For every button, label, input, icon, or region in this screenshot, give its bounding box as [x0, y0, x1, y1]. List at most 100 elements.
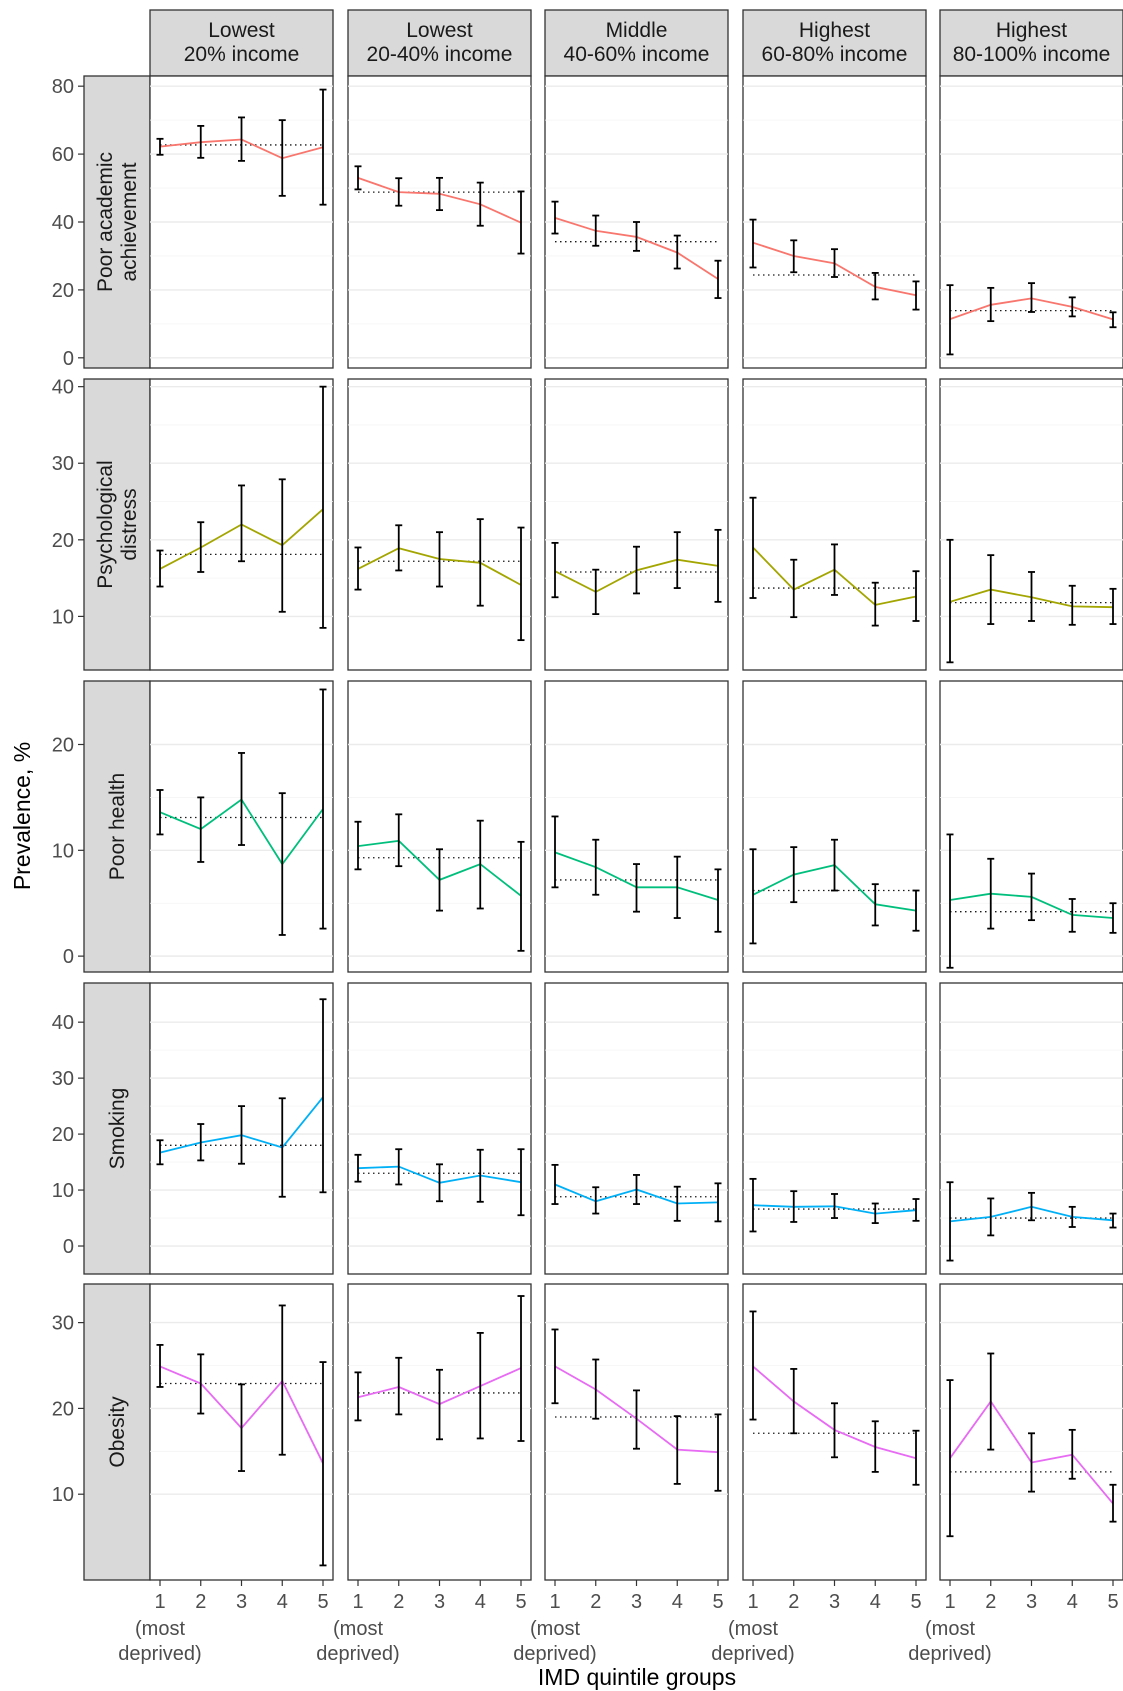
row-strip-1 [83, 75, 151, 369]
column-strip-label: 60-80% income [762, 43, 908, 66]
y-tick-label: 10 [52, 1180, 74, 1202]
error-bar [319, 1361, 327, 1567]
x-tick-label: 4 [1067, 1591, 1078, 1613]
row-strip-label: Poor health [106, 773, 129, 880]
x-tick-label: 5 [317, 1591, 328, 1613]
panel-r5-c5 [939, 1283, 1123, 1581]
x-sublabel-line1: (most [135, 1618, 185, 1640]
column-strip-label: Highest [996, 19, 1067, 42]
error-bar [790, 846, 798, 904]
error-bar [476, 181, 484, 227]
error-bar [1028, 1432, 1035, 1493]
panel-r1-c1 [149, 75, 334, 369]
error-bar [871, 1202, 879, 1224]
y-tick-label: 0 [63, 1236, 74, 1258]
column-strip-5 [939, 9, 1123, 77]
x-tick-label: 3 [434, 1591, 445, 1613]
x-sublabel-line2: deprived) [513, 1643, 596, 1665]
column-strip-label: 20% income [184, 43, 300, 66]
panel-background [347, 982, 532, 1275]
error-bar [551, 200, 559, 235]
error-bar [1068, 584, 1076, 626]
error-bar [831, 543, 838, 596]
error-bar [673, 531, 681, 589]
panel-r5-c2 [347, 1283, 532, 1581]
error-bar [673, 234, 681, 270]
x-sublabel-line1: (most [728, 1618, 778, 1640]
panel-r5-c1 [149, 1283, 334, 1581]
error-bar [912, 280, 920, 311]
column-strip-label: Lowest [208, 19, 275, 42]
panel-background [742, 982, 927, 1275]
error-bar [633, 1389, 640, 1450]
y-tick-label: 30 [52, 453, 74, 475]
x-tick-label: 1 [154, 1591, 165, 1613]
error-bar [1068, 1428, 1076, 1480]
panel-background [939, 982, 1123, 1275]
error-bar [673, 1185, 681, 1222]
error-bar [1109, 1212, 1117, 1229]
y-tick-label: 80 [52, 76, 74, 98]
panel-r4-c5 [939, 982, 1123, 1275]
column-strip-label: Lowest [406, 19, 473, 42]
x-tick-label: 2 [985, 1591, 996, 1613]
error-bar [156, 1139, 164, 1166]
y-tick-label: 0 [63, 946, 74, 968]
error-bar [1068, 898, 1076, 933]
error-bar [714, 1413, 722, 1492]
error-bar [1109, 587, 1117, 625]
y-tick-label: 40 [52, 377, 74, 399]
y-tick-label: 20 [52, 1124, 74, 1146]
x-sublabel-line1: (most [333, 1618, 383, 1640]
error-bar [946, 538, 954, 664]
error-bar [476, 819, 484, 910]
column-strip-label: 80-100% income [953, 43, 1111, 66]
panel-r2-c5 [939, 378, 1123, 671]
error-bar [278, 1097, 286, 1198]
error-bar [156, 1344, 164, 1388]
error-bar [436, 848, 443, 912]
x-tick-label: 1 [549, 1591, 560, 1613]
x-tick-label: 5 [1107, 1591, 1118, 1613]
row-strip-label: Psychological [94, 460, 117, 588]
facet-panels [149, 75, 1123, 1581]
error-bar [831, 1402, 838, 1459]
error-bar [354, 820, 362, 871]
error-bar [592, 1186, 600, 1215]
y-tick-label: 20 [52, 734, 74, 756]
error-bar [946, 1181, 954, 1262]
column-strip-label: Middle [606, 19, 668, 42]
error-bar [517, 526, 525, 642]
x-axis-title: IMD quintile groups [538, 1664, 736, 1690]
error-bar [156, 789, 164, 836]
error-bar [197, 521, 205, 573]
panel-r3-c2 [347, 680, 532, 973]
error-bar [319, 385, 327, 629]
column-strip-4 [742, 9, 927, 77]
error-bar [912, 1198, 920, 1222]
panel-r4-c1 [149, 982, 334, 1275]
error-bar [871, 1420, 879, 1473]
error-bar [354, 1371, 362, 1422]
x-tick-label: 3 [829, 1591, 840, 1613]
panel-background [939, 1283, 1123, 1581]
error-bar [551, 1328, 559, 1405]
error-bar [278, 792, 286, 936]
error-bar [436, 1368, 443, 1441]
error-bar [946, 284, 954, 356]
error-bar [912, 1429, 920, 1486]
panel-background [347, 378, 532, 671]
panel-background [347, 680, 532, 973]
error-bar [197, 125, 205, 159]
error-bar [790, 1190, 798, 1223]
x-tick-label: 5 [515, 1591, 526, 1613]
error-bar [831, 838, 838, 892]
error-bar [319, 88, 327, 206]
y-axis-title: Prevalence, % [9, 742, 35, 890]
row-strip-2 [83, 378, 151, 671]
error-bar [790, 239, 798, 274]
x-tick-label: 3 [631, 1591, 642, 1613]
error-bar [592, 214, 600, 247]
error-bar [238, 1105, 245, 1165]
